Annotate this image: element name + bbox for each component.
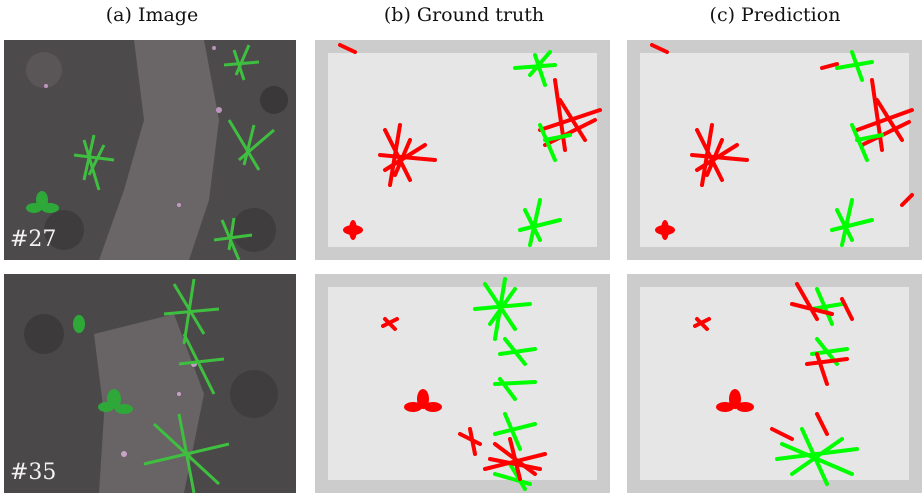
prediction-mask-35 xyxy=(627,274,922,493)
field-image-35: #35 xyxy=(4,274,296,493)
field-image-35-drawing xyxy=(4,274,296,493)
ground-truth-mask-35-drawing xyxy=(381,277,547,491)
column-header-image: (a) Image xyxy=(105,4,199,26)
prediction-mask-35-drawing xyxy=(693,282,859,486)
field-image-27-drawing xyxy=(4,40,296,260)
sample-label: #35 xyxy=(10,460,57,485)
column-header-ground-truth: (b) Ground truth xyxy=(383,4,545,26)
column-header-prediction: (c) Prediction xyxy=(709,4,841,26)
sample-label: #27 xyxy=(10,227,57,252)
field-image-27: #27 xyxy=(4,40,296,260)
ground-truth-mask-27-drawing xyxy=(338,43,602,247)
prediction-mask-27 xyxy=(627,40,922,260)
prediction-mask-27-drawing xyxy=(650,43,914,247)
ground-truth-mask-35 xyxy=(315,274,610,493)
ground-truth-mask-27 xyxy=(315,40,610,260)
